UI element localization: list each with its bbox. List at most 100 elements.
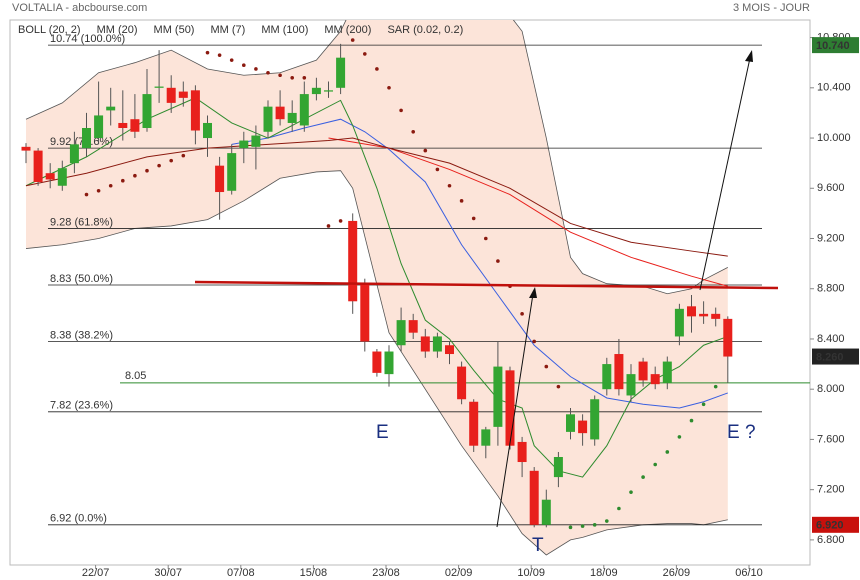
candle-body [311,87,321,95]
sar-dot [242,63,246,68]
arrow-head [745,50,753,62]
fib-label: 10.74 (100.0%) [50,33,125,45]
sar-dot [435,167,440,172]
sar-dot [338,219,343,223]
x-tick-label: 30/07 [154,567,182,579]
fib-label: 8.83 (50.0%) [50,273,113,285]
annotation: E ? [727,422,756,443]
candle-body [662,361,672,383]
price-tag-label: 8.260 [816,351,844,363]
sar-dot [121,178,125,183]
candle-body [553,457,563,478]
axes: 6.800 7.200 7.600 8.000 8.400 8.800 9.200 9.600… [82,31,859,579]
candle-body [687,306,696,317]
candle-body [445,345,454,355]
header-title: VOLTALIA - abcbourse.com [12,2,147,14]
sar-dot [108,183,113,188]
trend-line [194,280,779,290]
sar-dot [266,70,270,75]
candle-body [239,140,249,149]
candle-body [469,401,479,446]
sar-dot [701,402,706,407]
y-tick-label: 8.000 [817,383,845,395]
sar-dot [278,73,282,78]
legend-entry: MM (50) [154,24,195,36]
sar-dot [677,435,682,439]
candle-body [94,115,104,139]
moving-average [25,137,728,257]
candle-body [699,313,709,317]
fib-label: 9.28 (61.8%) [50,216,113,228]
candle-body [130,119,140,132]
x-tick-label: 22/07 [82,567,110,579]
legend-entry: MM (20) [97,24,138,36]
sar-dot [532,339,536,344]
sar-dot [363,52,367,56]
candle-body [566,414,575,432]
candle-body [82,127,91,149]
legend-entry: SAR (0.02, 0.2) [387,24,463,36]
candle-body [650,374,660,385]
sar-dot [302,75,307,80]
candle-body [408,320,418,333]
candle-body [638,361,648,381]
x-tick-label: 02/09 [445,567,473,579]
candle-body [517,441,527,463]
sar-dot [290,75,295,80]
sar-dot [665,450,670,454]
candle-body [106,106,116,111]
x-tick-label: 06/10 [735,567,763,579]
candle-body [626,374,636,396]
candle-body [541,499,551,525]
y-tick-label: 10.400 [817,82,851,94]
candle-body [493,366,503,427]
sar-dot [544,364,549,369]
sar-dot [387,86,391,90]
candle-body [69,144,79,164]
sar-dot [326,224,331,228]
y-tick-label: 9.200 [817,232,845,244]
candle-body [614,354,624,390]
sar-dot [229,58,234,62]
candle-body [57,168,67,186]
candle-body [118,122,128,128]
band-fill [26,20,728,555]
sar-dot [181,153,186,158]
sar-dot [84,192,89,197]
sar-dot [375,67,379,71]
support-label: 8.05 [125,370,146,382]
candle-body [166,87,176,103]
sar-dot [520,312,524,316]
x-tick-label: 15/08 [300,567,328,579]
candle-body [263,106,273,132]
y-tick-label: 7.600 [817,433,845,445]
candle-body [578,420,588,434]
candle-body [275,106,285,120]
annotation: T [532,535,544,556]
candle-body [324,90,333,92]
candle-body [33,150,43,182]
sar-dot [617,506,621,511]
candle-body [178,91,188,98]
sar-dot [399,108,403,113]
candle-body [348,220,358,302]
candle-body [602,364,612,390]
plot-marks [21,38,733,530]
candle-body [396,320,406,346]
y-tick-label: 6.800 [817,534,845,546]
candle-body [336,57,346,88]
price-tag [812,516,859,533]
sar-dot [350,38,355,42]
arrow-line [699,57,751,291]
candle-body [432,336,442,352]
sar-dot [217,53,222,57]
candle-body [505,370,515,446]
fib-label: 9.92 (78.6%) [50,136,113,148]
candle-body [190,90,200,131]
candle-body [590,399,600,440]
x-tick-label: 10/09 [517,567,545,579]
sar-dot [145,168,149,173]
